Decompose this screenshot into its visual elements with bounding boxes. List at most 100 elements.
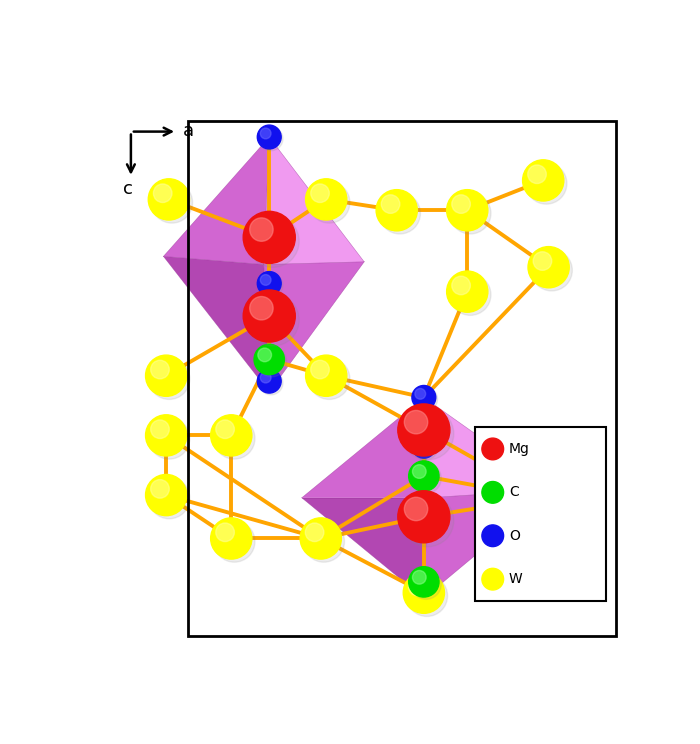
Circle shape xyxy=(526,163,567,204)
Polygon shape xyxy=(163,257,270,392)
Circle shape xyxy=(148,179,190,220)
Circle shape xyxy=(259,127,283,151)
Circle shape xyxy=(300,518,342,559)
Circle shape xyxy=(305,523,324,542)
Circle shape xyxy=(306,355,346,397)
Bar xyxy=(188,121,617,636)
Polygon shape xyxy=(302,397,428,498)
Circle shape xyxy=(211,414,252,456)
Circle shape xyxy=(260,275,271,285)
Circle shape xyxy=(482,525,503,547)
Circle shape xyxy=(398,491,450,543)
Circle shape xyxy=(523,160,564,201)
Circle shape xyxy=(523,477,564,519)
Circle shape xyxy=(311,360,329,379)
Polygon shape xyxy=(264,262,364,392)
Circle shape xyxy=(382,195,400,214)
Circle shape xyxy=(148,358,190,400)
Circle shape xyxy=(526,481,567,522)
Circle shape xyxy=(449,193,491,234)
Circle shape xyxy=(216,523,234,542)
Circle shape xyxy=(482,568,503,590)
Circle shape xyxy=(153,184,172,202)
Circle shape xyxy=(214,418,255,459)
Circle shape xyxy=(216,420,234,438)
Circle shape xyxy=(414,436,438,460)
Text: O: O xyxy=(509,529,520,543)
Text: a: a xyxy=(183,121,194,140)
Circle shape xyxy=(415,437,426,448)
Polygon shape xyxy=(302,498,428,598)
Circle shape xyxy=(146,475,187,516)
Circle shape xyxy=(258,369,281,393)
Circle shape xyxy=(402,408,454,460)
Circle shape xyxy=(150,480,169,498)
Circle shape xyxy=(260,128,271,139)
Circle shape xyxy=(414,388,438,411)
Circle shape xyxy=(258,272,281,295)
Circle shape xyxy=(258,125,281,149)
Circle shape xyxy=(405,497,428,521)
Polygon shape xyxy=(264,137,364,265)
Circle shape xyxy=(533,251,552,270)
Bar xyxy=(475,427,606,601)
Circle shape xyxy=(309,182,350,223)
Circle shape xyxy=(214,521,255,562)
Text: Mg: Mg xyxy=(509,442,530,456)
Circle shape xyxy=(148,418,190,459)
Circle shape xyxy=(409,461,439,491)
Circle shape xyxy=(256,347,287,377)
Circle shape xyxy=(412,571,426,584)
Circle shape xyxy=(409,567,439,597)
Circle shape xyxy=(403,572,444,613)
Circle shape xyxy=(482,481,503,503)
Circle shape xyxy=(411,464,441,493)
Circle shape xyxy=(146,355,187,397)
Circle shape xyxy=(259,371,283,395)
Circle shape xyxy=(250,297,273,320)
Circle shape xyxy=(482,438,503,460)
Circle shape xyxy=(398,404,450,456)
Circle shape xyxy=(148,478,190,519)
Circle shape xyxy=(449,274,491,315)
Circle shape xyxy=(151,182,192,223)
Text: C: C xyxy=(509,485,519,499)
Circle shape xyxy=(211,518,252,559)
Circle shape xyxy=(528,165,546,184)
Circle shape xyxy=(408,577,427,596)
Circle shape xyxy=(376,190,417,231)
Circle shape xyxy=(531,250,573,291)
Circle shape xyxy=(243,290,295,342)
Circle shape xyxy=(247,215,299,267)
Circle shape xyxy=(254,344,284,375)
Circle shape xyxy=(379,193,421,234)
Circle shape xyxy=(412,385,436,409)
Circle shape xyxy=(250,218,273,241)
Circle shape xyxy=(528,482,546,501)
Circle shape xyxy=(447,190,488,231)
Circle shape xyxy=(303,521,344,562)
Circle shape xyxy=(146,414,187,456)
Text: W: W xyxy=(509,572,523,586)
Circle shape xyxy=(258,348,272,362)
Circle shape xyxy=(243,211,295,263)
Polygon shape xyxy=(163,137,270,265)
Circle shape xyxy=(412,434,436,458)
Circle shape xyxy=(411,569,441,600)
Circle shape xyxy=(260,372,271,383)
Circle shape xyxy=(452,195,470,214)
Circle shape xyxy=(259,273,283,297)
Text: c: c xyxy=(122,179,132,198)
Circle shape xyxy=(150,420,169,438)
Circle shape xyxy=(309,358,350,400)
Circle shape xyxy=(247,294,299,346)
Circle shape xyxy=(311,184,329,202)
Circle shape xyxy=(447,271,488,312)
Polygon shape xyxy=(424,397,554,498)
Circle shape xyxy=(415,388,426,400)
Circle shape xyxy=(306,179,346,220)
Circle shape xyxy=(405,411,428,434)
Circle shape xyxy=(402,495,454,547)
Circle shape xyxy=(406,575,447,617)
Polygon shape xyxy=(424,490,554,598)
